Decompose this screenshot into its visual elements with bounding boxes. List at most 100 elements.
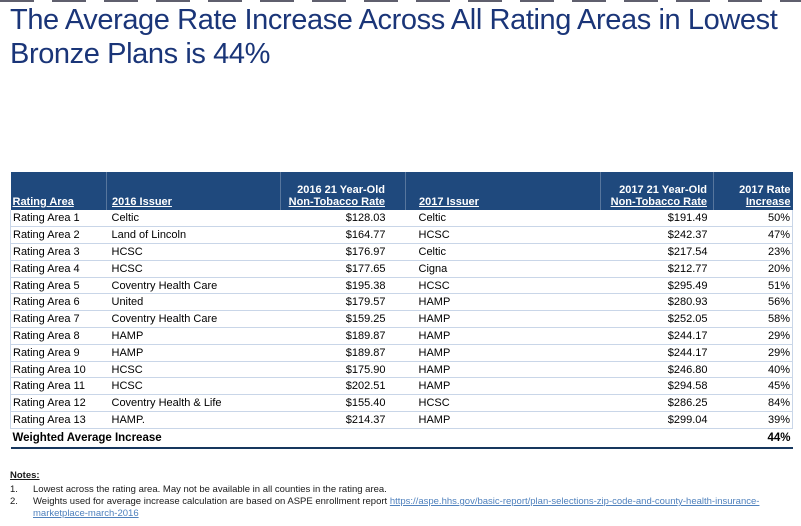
cell-increase-2017: 45% bbox=[713, 377, 793, 396]
cell-issuer-2016: HCSC bbox=[106, 361, 281, 379]
note-number: 1. bbox=[10, 484, 18, 495]
column-header-issuer-2016: 2016 Issuer bbox=[106, 172, 281, 210]
rate-increase-table: Rating Area 2016 Issuer 2016 21 Year-Old No… bbox=[10, 172, 793, 449]
cell-rating-area: Rating Area 13 bbox=[10, 411, 107, 429]
note-item-1: 1. Lowest across the rating area. May no… bbox=[10, 484, 796, 496]
notes-section: Notes: 1. Lowest across the rating area.… bbox=[10, 470, 796, 520]
cell-issuer-2016: HCSC bbox=[106, 243, 281, 261]
cell-issuer-2016: HCSC bbox=[106, 377, 281, 396]
table-row: Rating Area 4 HCSC $177.65 Cigna $212.77 20% bbox=[10, 260, 793, 278]
weighted-average-value: 44% bbox=[767, 432, 791, 445]
cell-issuer-2017: HAMP bbox=[405, 411, 601, 429]
cell-rate-2017: $244.17 bbox=[600, 327, 714, 345]
cell-rating-area: Rating Area 12 bbox=[10, 394, 107, 413]
note-text: Lowest across the rating area. May not b… bbox=[33, 484, 387, 495]
page-title-line-2: Bronze Plans is 44% bbox=[10, 38, 270, 70]
cell-rate-2016: $159.25 bbox=[280, 310, 406, 329]
page-title: The Average Rate Increase Across All Rat… bbox=[10, 3, 800, 71]
table-row: Rating Area 5 Coventry Health Care $195.38… bbox=[10, 277, 793, 295]
cell-rate-2016: $195.38 bbox=[280, 277, 406, 295]
cell-rating-area: Rating Area 2 bbox=[10, 226, 107, 245]
cell-issuer-2017: HAMP bbox=[405, 293, 601, 312]
cell-rate-2016: $179.57 bbox=[280, 293, 406, 312]
cell-rate-2017: $299.04 bbox=[600, 411, 714, 429]
table-row: Rating Area 3 HCSC $176.97 Celtic $217.54 23% bbox=[10, 243, 793, 261]
weighted-average-row: Weighted Average Increase 44% bbox=[10, 428, 793, 449]
cell-issuer-2016: Land of Lincoln bbox=[106, 226, 281, 245]
table-row: Rating Area 7 Coventry Health Care $159.25… bbox=[10, 310, 793, 329]
cell-rate-2017: $294.58 bbox=[600, 377, 714, 396]
cell-increase-2017: 40% bbox=[713, 361, 793, 379]
cell-rate-2016: $189.87 bbox=[280, 327, 406, 345]
note-number: 2. bbox=[10, 496, 18, 507]
cell-rate-2017: $286.25 bbox=[600, 394, 714, 413]
table-row: Rating Area 6 United $179.57 HAMP $280.93 56% bbox=[10, 293, 793, 312]
cell-issuer-2016: HCSC bbox=[106, 260, 281, 278]
table-row: Rating Area 1 Celtic $128.03 Celtic $191.49 5… bbox=[10, 210, 793, 228]
notes-heading: Notes: bbox=[10, 470, 40, 481]
cell-increase-2017: 84% bbox=[713, 394, 793, 413]
cell-issuer-2017: HCSC bbox=[405, 277, 601, 295]
cell-rate-2017: $191.49 bbox=[600, 210, 714, 228]
cell-issuer-2017: HAMP bbox=[405, 361, 601, 379]
cell-rating-area: Rating Area 5 bbox=[10, 277, 107, 295]
cell-rate-2016: $175.90 bbox=[280, 361, 406, 379]
cell-increase-2017: 47% bbox=[713, 226, 793, 245]
table-row: Rating Area 12 Coventry Health & Life $155… bbox=[10, 394, 793, 413]
cell-issuer-2017: HAMP bbox=[405, 377, 601, 396]
cell-rate-2017: $246.80 bbox=[600, 361, 714, 379]
cell-rating-area: Rating Area 1 bbox=[10, 210, 107, 228]
column-header-rate-2017: 2017 21 Year-Old Non-Tobacco Rate bbox=[600, 172, 714, 210]
cell-rate-2017: $242.37 bbox=[600, 226, 714, 245]
weighted-average-label: Weighted Average Increase bbox=[12, 432, 162, 445]
cell-issuer-2017: HAMP bbox=[405, 344, 601, 362]
column-header-rate-2016: 2016 21 Year-Old Non-Tobacco Rate bbox=[280, 172, 406, 210]
cell-rating-area: Rating Area 3 bbox=[10, 243, 107, 261]
table-row: Rating Area 11 HCSC $202.51 HAMP $294.58 45% bbox=[10, 377, 793, 396]
cell-increase-2017: 56% bbox=[713, 293, 793, 312]
cell-increase-2017: 39% bbox=[713, 411, 793, 429]
aspe-report-link[interactable]: https://aspe.hhs.gov/basic-report/plan-s… bbox=[33, 496, 760, 519]
cell-rate-2016: $176.97 bbox=[280, 243, 406, 261]
note-item-2: 2. Weights used for average increase cal… bbox=[10, 496, 796, 520]
table-footer: Weighted Average Increase 44% bbox=[10, 428, 793, 449]
table-row: Rating Area 9 HAMP $189.87 HAMP $244.17 29% bbox=[10, 344, 793, 362]
cell-issuer-2016: United bbox=[106, 293, 281, 312]
page-title-line-1: The Average Rate Increase Across All Rat… bbox=[10, 4, 778, 36]
column-header-rating-area: Rating Area bbox=[10, 172, 107, 210]
table-body: Rating Area 1 Celtic $128.03 Celtic $191.49 5… bbox=[10, 210, 793, 429]
cell-rate-2016: $164.77 bbox=[280, 226, 406, 245]
cell-rating-area: Rating Area 7 bbox=[10, 310, 107, 329]
cell-issuer-2017: HCSC bbox=[405, 394, 601, 413]
table-header-row: Rating Area 2016 Issuer 2016 21 Year-Old No… bbox=[10, 172, 793, 210]
cell-rate-2017: $280.93 bbox=[600, 293, 714, 312]
cell-issuer-2016: Coventry Health & Life bbox=[106, 394, 281, 413]
cell-rate-2016: $214.37 bbox=[280, 411, 406, 429]
cell-issuer-2017: HAMP bbox=[405, 327, 601, 345]
column-header-issuer-2017: 2017 Issuer bbox=[405, 172, 601, 210]
cell-issuer-2016: Coventry Health Care bbox=[106, 310, 281, 329]
cell-issuer-2017: HCSC bbox=[405, 226, 601, 245]
note-text-before-link: Weights used for average increase calcul… bbox=[33, 496, 390, 507]
cell-issuer-2016: Coventry Health Care bbox=[106, 277, 281, 295]
cell-increase-2017: 20% bbox=[713, 260, 793, 278]
cell-issuer-2017: Celtic bbox=[405, 210, 601, 228]
table-row: Rating Area 8 HAMP $189.87 HAMP $244.17 29% bbox=[10, 327, 793, 345]
cell-rating-area: Rating Area 8 bbox=[10, 327, 107, 345]
cell-rate-2017: $217.54 bbox=[600, 243, 714, 261]
cell-issuer-2017: HAMP bbox=[405, 310, 601, 329]
cell-rate-2016: $189.87 bbox=[280, 344, 406, 362]
cell-increase-2017: 29% bbox=[713, 327, 793, 345]
cell-increase-2017: 29% bbox=[713, 344, 793, 362]
cell-issuer-2016: HAMP bbox=[106, 327, 281, 345]
cell-increase-2017: 51% bbox=[713, 277, 793, 295]
cell-rating-area: Rating Area 10 bbox=[10, 361, 107, 379]
cell-rate-2017: $252.05 bbox=[600, 310, 714, 329]
cell-rate-2016: $177.65 bbox=[280, 260, 406, 278]
cell-issuer-2017: Celtic bbox=[405, 243, 601, 261]
cell-increase-2017: 23% bbox=[713, 243, 793, 261]
note-text: Weights used for average increase calcul… bbox=[33, 496, 796, 520]
cell-issuer-2016: HAMP. bbox=[106, 411, 281, 429]
cell-rate-2017: $295.49 bbox=[600, 277, 714, 295]
cell-rate-2016: $128.03 bbox=[280, 210, 406, 228]
